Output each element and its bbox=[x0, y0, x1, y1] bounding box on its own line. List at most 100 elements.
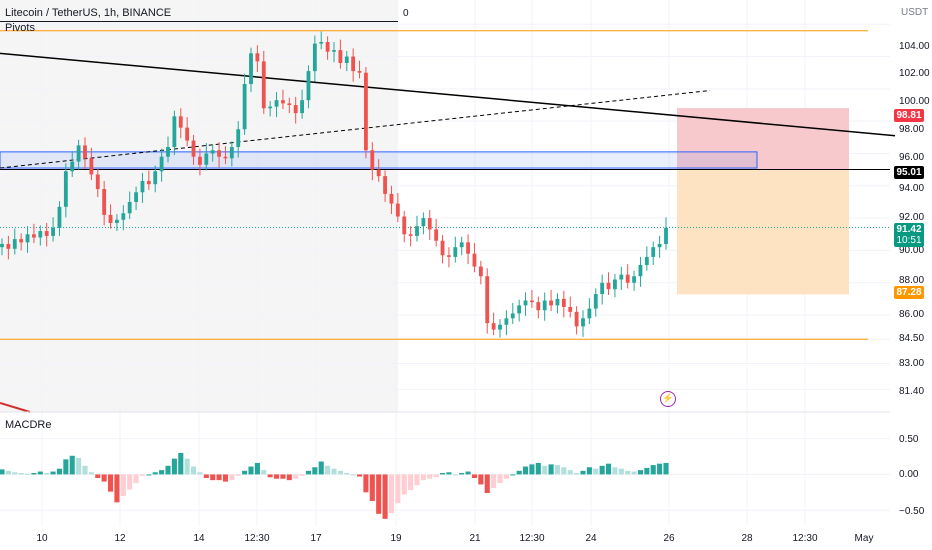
macd-bar bbox=[184, 458, 190, 475]
price-tick: 94.00 bbox=[899, 183, 925, 194]
macd-bar bbox=[273, 474, 280, 479]
candle-body bbox=[300, 100, 304, 114]
macd-bar bbox=[210, 474, 216, 481]
macd-bar bbox=[554, 465, 561, 475]
candle-body bbox=[255, 53, 260, 62]
macd-bar bbox=[31, 472, 37, 475]
current-price-tag[interactable]: 91.42 bbox=[894, 223, 924, 236]
macd-bar bbox=[178, 452, 184, 475]
macd-bar bbox=[305, 470, 312, 475]
candle-body bbox=[83, 145, 87, 159]
macd-bar bbox=[376, 474, 382, 514]
candle-body bbox=[657, 243, 662, 248]
candle-body bbox=[357, 71, 362, 73]
candle-body bbox=[268, 106, 273, 109]
candle-body bbox=[293, 105, 298, 114]
candle-body bbox=[242, 84, 247, 130]
candle-body bbox=[25, 234, 30, 243]
trendline-solid[interactable] bbox=[0, 52, 896, 137]
macd-bar bbox=[18, 472, 24, 475]
candle-body bbox=[19, 239, 24, 243]
target-price-tag[interactable]: 87.28 bbox=[894, 286, 924, 299]
candle-body bbox=[447, 255, 451, 257]
candle-body bbox=[453, 247, 458, 257]
trendline-dashed[interactable] bbox=[0, 89, 711, 169]
take-profit-zone[interactable] bbox=[677, 169, 849, 295]
macd-bar bbox=[114, 474, 120, 503]
macd-bar bbox=[216, 474, 222, 481]
macd-bar bbox=[382, 474, 388, 519]
legend-value: 0 bbox=[403, 8, 409, 19]
candle-body bbox=[63, 171, 68, 207]
candle-body bbox=[198, 156, 202, 165]
date-tick: 12:30 bbox=[519, 533, 545, 544]
macd-bar bbox=[478, 474, 484, 485]
macd-tick: −0.50 bbox=[899, 506, 925, 517]
macd-bar bbox=[433, 474, 439, 478]
candle-body bbox=[229, 147, 234, 159]
price-unit[interactable]: USDT bbox=[901, 7, 929, 18]
macd-bar bbox=[363, 474, 369, 493]
macd-bar bbox=[427, 474, 433, 479]
candle-body bbox=[574, 311, 579, 327]
macd-bar bbox=[190, 466, 197, 475]
macd-bar bbox=[325, 465, 331, 475]
candle-body bbox=[555, 298, 560, 306]
candle-body bbox=[644, 256, 649, 265]
macd-bar bbox=[408, 474, 414, 491]
indicator-line-segment bbox=[0, 402, 31, 413]
symbol-legend[interactable]: Litecoin / TetherUS, 1h, BINANCE bbox=[5, 7, 172, 19]
candle-body bbox=[127, 201, 132, 214]
macd-bar bbox=[637, 470, 644, 475]
candle-body bbox=[402, 216, 407, 235]
candle-body bbox=[261, 61, 266, 109]
flash-icon[interactable]: ⚡ bbox=[660, 391, 676, 407]
candle-body bbox=[57, 206, 62, 228]
pivots-legend[interactable]: Pivots bbox=[5, 22, 35, 34]
macd-bar bbox=[644, 467, 650, 475]
macd-bar bbox=[254, 462, 260, 475]
macd-bar bbox=[101, 474, 107, 482]
macd-bar bbox=[203, 474, 209, 478]
candle-body bbox=[440, 240, 445, 256]
macd-bar bbox=[522, 466, 529, 475]
price-tick: 83.00 bbox=[899, 358, 925, 369]
macd-bar bbox=[414, 474, 420, 486]
macd-bar bbox=[574, 472, 580, 475]
candle-body bbox=[325, 42, 330, 52]
candle-body bbox=[517, 305, 522, 314]
macd-bar bbox=[631, 471, 637, 475]
candle-body bbox=[664, 227, 668, 244]
candle-body bbox=[593, 294, 598, 309]
macd-bar bbox=[56, 468, 63, 475]
macd-bar bbox=[146, 474, 152, 476]
date-tick: 10 bbox=[36, 533, 48, 544]
candle-body bbox=[536, 302, 541, 311]
date-tick: 19 bbox=[390, 533, 402, 544]
candle-body bbox=[389, 193, 394, 204]
macd-bar bbox=[459, 472, 465, 475]
stop-price-tag[interactable]: 98.81 bbox=[894, 109, 924, 122]
entry-price-tag[interactable]: 95.01 bbox=[894, 166, 924, 179]
macd-tick: 0.50 bbox=[899, 434, 919, 445]
macd-bar bbox=[88, 472, 94, 475]
candle-body bbox=[0, 243, 4, 248]
candle-body bbox=[613, 279, 617, 290]
candle-body bbox=[134, 192, 138, 202]
price-tick: 92.00 bbox=[899, 212, 925, 223]
macd-bar bbox=[127, 474, 133, 490]
candle-body bbox=[44, 231, 49, 236]
candle-body bbox=[408, 234, 413, 236]
price-tick: 96.00 bbox=[899, 152, 925, 163]
macd-bar bbox=[401, 474, 407, 495]
macd-legend[interactable]: MACDRe bbox=[5, 419, 52, 431]
macd-bar bbox=[567, 470, 573, 475]
candle-body bbox=[89, 158, 94, 175]
legend-divider bbox=[0, 21, 398, 22]
candle-body bbox=[108, 214, 113, 223]
macd-bar bbox=[420, 474, 426, 481]
price-tick: 98.00 bbox=[899, 124, 925, 135]
macd-bar bbox=[535, 462, 541, 475]
candle-body bbox=[306, 71, 311, 101]
